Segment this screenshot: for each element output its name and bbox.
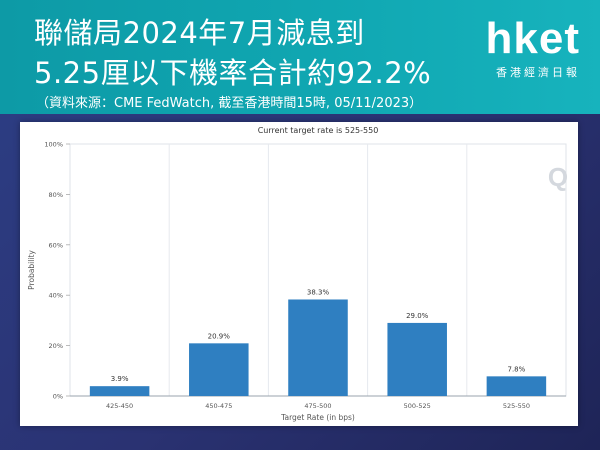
x-axis-label: Target Rate (in bps) — [280, 413, 355, 422]
y-axis-label: Probability — [27, 250, 36, 290]
x-tick-label: 425-450 — [106, 402, 133, 410]
data-label: 20.9% — [208, 332, 231, 340]
y-tick-label: 60% — [49, 241, 63, 249]
data-label: 38.3% — [307, 288, 330, 296]
x-tick-label: 525-550 — [503, 402, 530, 410]
y-tick-label: 20% — [49, 342, 63, 350]
bar-500-525 — [387, 322, 447, 396]
chart-bars — [89, 299, 547, 396]
x-tick-label: 450-475 — [205, 402, 232, 410]
bar-450-475 — [189, 343, 249, 396]
watermark-q: Q — [548, 162, 568, 192]
chart-card: Current target rate is 525-550 Q 0% 20% 40% 6… — [20, 122, 578, 426]
headline-line-2: 5.25厘以下機率合計約92.2% — [34, 56, 432, 90]
data-label: 7.8% — [508, 365, 526, 373]
x-tick-label: 475-500 — [304, 402, 331, 410]
bar-chart: Current target rate is 525-550 Q 0% 20% 40% 6… — [27, 126, 568, 422]
hket-logo: hket 香港經濟日報 — [462, 16, 580, 94]
data-label: 29.0% — [406, 312, 429, 320]
source-note: （資料來源：CME FedWatch, 截至香港時間15時, 05/11/202… — [36, 96, 423, 111]
chart-labels: Current target rate is 525-550 Q 0% 20% 40% 6… — [27, 126, 568, 422]
y-tick-label: 40% — [49, 292, 63, 300]
y-tick-label: 80% — [49, 191, 63, 199]
bar-425-450 — [89, 386, 150, 396]
y-tick-label: 0% — [53, 393, 63, 401]
bar-525-550 — [486, 376, 547, 396]
header-banner: 聯儲局2024年7月減息到 5.25厘以下機率合計約92.2% （資料來源：CM… — [0, 0, 600, 114]
bar-475-500 — [288, 299, 348, 396]
headline-line-1: 聯儲局2024年7月減息到 — [34, 16, 365, 50]
y-tick-label: 100% — [44, 141, 63, 149]
data-label: 3.9% — [111, 375, 129, 383]
logo-subtitle: 香港經濟日報 — [496, 66, 580, 79]
chart-title: Current target rate is 525-550 — [258, 126, 379, 135]
logo-wordmark: hket — [485, 14, 580, 63]
x-tick-label: 500-525 — [404, 402, 431, 410]
